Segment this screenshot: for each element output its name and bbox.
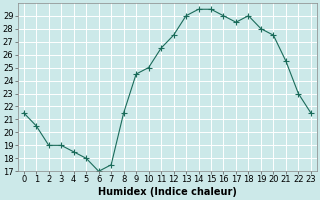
X-axis label: Humidex (Indice chaleur): Humidex (Indice chaleur)	[98, 187, 237, 197]
